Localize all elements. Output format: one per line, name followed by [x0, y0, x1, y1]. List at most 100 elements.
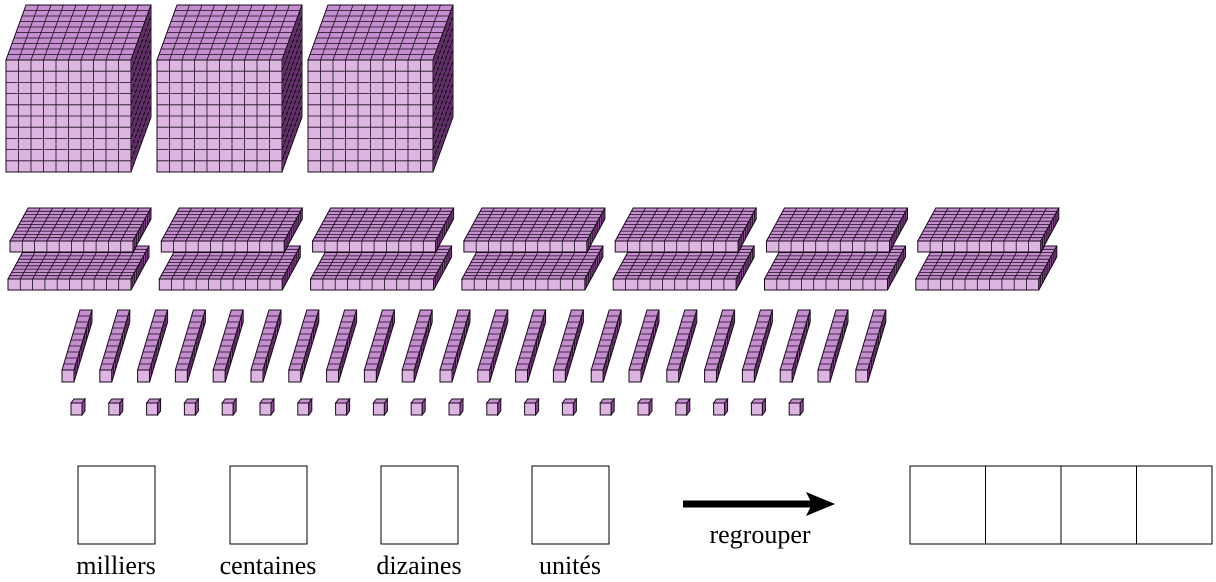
grid	[517, 315, 544, 365]
unit-cube	[485, 397, 502, 417]
grid	[314, 207, 452, 242]
hundred-flat	[158, 245, 302, 291]
grid	[627, 241, 727, 252]
face	[108, 402, 121, 416]
grid	[113, 316, 129, 376]
ten-rod	[817, 309, 849, 383]
grid	[177, 315, 204, 365]
unit-cube	[712, 397, 729, 417]
face	[610, 397, 615, 417]
face	[524, 402, 537, 416]
face	[232, 397, 237, 417]
grid	[151, 316, 167, 376]
grid	[668, 315, 695, 365]
face	[666, 369, 680, 383]
face	[363, 369, 377, 383]
grid	[21, 241, 122, 252]
grid	[588, 211, 604, 249]
grid	[171, 279, 271, 290]
grid	[739, 211, 755, 249]
face	[250, 369, 264, 383]
face	[779, 369, 793, 383]
grid	[312, 245, 450, 280]
face	[855, 369, 869, 383]
ten-rod	[401, 309, 433, 383]
face	[637, 402, 650, 416]
grid	[680, 316, 696, 376]
grid	[890, 211, 907, 249]
face	[346, 397, 351, 417]
face	[535, 397, 540, 417]
hundred-flat	[916, 207, 1060, 253]
face	[81, 397, 86, 417]
ten-rod	[288, 309, 320, 383]
place-value-boxes	[77, 465, 1213, 545]
face	[761, 397, 766, 417]
ten-rod	[174, 309, 207, 383]
hundred-flat	[463, 207, 606, 253]
unit-cube	[183, 397, 200, 417]
grid	[615, 245, 753, 280]
grid	[226, 316, 242, 376]
ten-rod	[61, 309, 93, 383]
unit-cube	[70, 397, 86, 417]
hundred-flat	[914, 245, 1058, 291]
grid	[465, 207, 604, 242]
grid	[642, 316, 658, 376]
unit-cube	[334, 397, 351, 417]
hundred-flat	[765, 207, 909, 253]
grid	[737, 249, 753, 287]
face	[741, 369, 755, 383]
label: unités	[539, 551, 601, 580]
face	[194, 397, 199, 417]
face	[270, 397, 275, 417]
ten-rod	[855, 309, 887, 383]
hundred-flat	[7, 245, 150, 291]
grid	[437, 211, 453, 249]
grid	[630, 315, 658, 365]
grid	[281, 10, 303, 167]
unit-cube	[523, 397, 540, 417]
hundred-flat	[614, 207, 758, 253]
thousand-cube	[156, 4, 303, 173]
face	[146, 402, 159, 416]
grid	[285, 211, 301, 249]
face	[119, 397, 124, 417]
ten-rod	[590, 309, 622, 383]
grid	[718, 316, 734, 376]
grid	[744, 315, 771, 365]
unit-cube	[410, 397, 427, 417]
grid	[283, 249, 299, 287]
box-centaines	[229, 465, 308, 545]
grid	[778, 241, 878, 252]
face	[137, 369, 151, 383]
grid	[755, 316, 771, 376]
ten-rod	[212, 309, 244, 383]
grid	[566, 316, 582, 376]
grid	[377, 316, 393, 376]
grid	[441, 315, 469, 365]
grid	[782, 315, 809, 365]
grid	[404, 315, 431, 365]
grid	[9, 245, 148, 280]
hundred-flat	[612, 245, 756, 291]
ten-rod	[136, 309, 169, 383]
grid	[529, 316, 545, 376]
grid	[159, 4, 300, 61]
box-milliers	[77, 465, 156, 545]
arrow-label: regrouper	[709, 520, 810, 549]
grid	[130, 10, 152, 167]
ten-rod	[666, 309, 698, 383]
grid	[586, 249, 602, 287]
grid	[919, 207, 1057, 242]
grid	[593, 315, 620, 365]
face	[515, 369, 529, 383]
grid	[132, 249, 148, 287]
ten-rod	[99, 309, 131, 383]
face	[724, 397, 729, 417]
grid	[793, 316, 809, 376]
unit-cube	[674, 397, 691, 417]
face	[297, 402, 310, 416]
thousand-cube	[307, 4, 454, 173]
grid	[625, 279, 725, 290]
